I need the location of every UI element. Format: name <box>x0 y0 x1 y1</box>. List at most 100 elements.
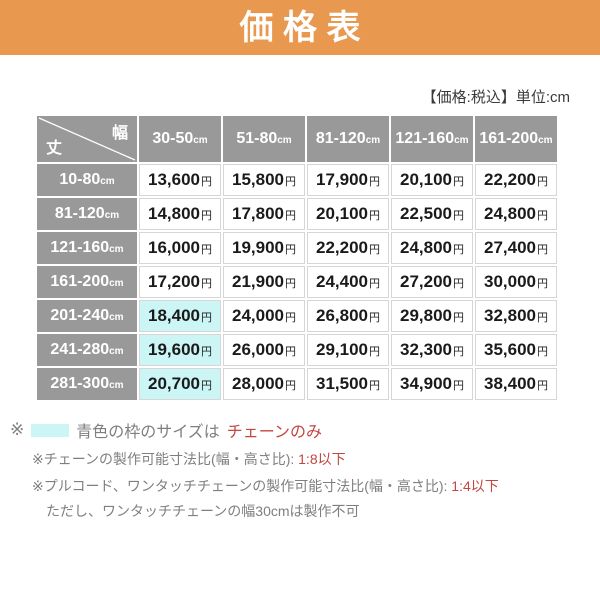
price-unit: 円 <box>285 346 296 358</box>
table-header-row: 幅丈 30-50cm 51-80cm 81-120cm 121-160cm 161-200… <box>37 116 557 162</box>
price-cell: 24,800円 <box>475 198 557 230</box>
price-value: 27,200 <box>400 272 452 291</box>
price-value: 13,600 <box>148 170 200 189</box>
price-cell: 17,200円 <box>139 266 221 298</box>
notes-section: ※ 青色の枠のサイズは チェーンのみ ※チェーンの製作可能寸法比(幅・高さ比):… <box>10 418 600 521</box>
table-row: 161-200cm 17,200円 21,900円 24,400円 27,200円 30,… <box>37 266 557 298</box>
price-value: 35,600 <box>484 340 536 359</box>
table-row: 281-300cm 20,700円 28,000円 31,500円 34,900円 38,… <box>37 368 557 400</box>
row-header-range: 241-280 <box>50 341 110 358</box>
price-value: 19,900 <box>232 238 284 257</box>
price-unit: 円 <box>369 278 380 290</box>
price-unit: 円 <box>285 244 296 256</box>
col-header-range: 161-200 <box>479 130 539 147</box>
price-unit: 円 <box>537 346 548 358</box>
row-header-cell: 201-240cm <box>37 300 137 332</box>
price-unit: 円 <box>369 346 380 358</box>
price-unit: 円 <box>453 278 464 290</box>
price-unit: 円 <box>537 312 548 324</box>
price-value: 24,800 <box>484 204 536 223</box>
price-cell: 35,600円 <box>475 334 557 366</box>
row-header-cell: 10-80cm <box>37 164 137 196</box>
price-cell: 26,000円 <box>223 334 305 366</box>
price-tax-note: 【価格:税込】単位:cm <box>421 89 570 106</box>
price-cell: 31,500円 <box>307 368 389 400</box>
diagonal-divider-line <box>37 116 137 162</box>
price-unit: 円 <box>537 278 548 290</box>
price-value: 20,700 <box>148 374 200 393</box>
price-cell: 29,100円 <box>307 334 389 366</box>
price-cell: 19,900円 <box>223 232 305 264</box>
price-cell: 22,200円 <box>475 164 557 196</box>
price-unit: 円 <box>369 176 380 188</box>
price-value: 16,000 <box>148 238 200 257</box>
price-table-body: 10-80cm 13,600円 15,800円 17,900円 20,100円 22,20… <box>37 164 557 400</box>
price-value: 18,400 <box>148 306 200 325</box>
price-cell: 27,200円 <box>391 266 473 298</box>
price-value: 22,200 <box>316 238 368 257</box>
note-highlight-text: 青色の枠のサイズは <box>76 424 220 441</box>
price-unit: 円 <box>201 380 212 392</box>
price-cell: 18,400円 <box>139 300 221 332</box>
price-unit: 円 <box>369 244 380 256</box>
price-unit: 円 <box>201 176 212 188</box>
price-cell: 17,800円 <box>223 198 305 230</box>
price-unit: 円 <box>537 244 548 256</box>
col-header-cell: 51-80cm <box>223 116 305 162</box>
col-header-cell: 161-200cm <box>475 116 557 162</box>
col-header-cell: 81-120cm <box>307 116 389 162</box>
price-unit: 円 <box>453 312 464 324</box>
row-header-cell: 281-300cm <box>37 368 137 400</box>
title-banner: 価 格 表 <box>0 0 600 55</box>
col-header-cell: 30-50cm <box>139 116 221 162</box>
page-title: 価 格 表 <box>239 8 361 47</box>
note-line-highlight: ※ 青色の枠のサイズは チェーンのみ <box>10 418 600 442</box>
price-table-header: 幅丈 30-50cm 51-80cm 81-120cm 121-160cm 161-200… <box>37 116 557 162</box>
price-unit: 円 <box>285 312 296 324</box>
table-row: 10-80cm 13,600円 15,800円 17,900円 20,100円 22,20… <box>37 164 557 196</box>
price-value: 24,800 <box>400 238 452 257</box>
note-chain-ratio-text: ※チェーンの製作可能寸法比(幅・高さ比): <box>32 451 299 467</box>
price-value: 32,300 <box>400 340 452 359</box>
price-unit: 円 <box>369 210 380 222</box>
row-header-unit: cm <box>109 380 124 391</box>
row-header-unit: cm <box>100 176 115 187</box>
table-row: 121-160cm 16,000円 19,900円 22,200円 24,800円 27,… <box>37 232 557 264</box>
corner-length-label: 丈 <box>46 140 63 157</box>
price-value: 20,100 <box>316 204 368 223</box>
price-unit: 円 <box>453 380 464 392</box>
price-value: 17,800 <box>232 204 284 223</box>
price-unit: 円 <box>285 278 296 290</box>
price-unit: 円 <box>285 210 296 222</box>
price-unit: 円 <box>453 346 464 358</box>
row-header-unit: cm <box>109 278 124 289</box>
price-value: 24,400 <box>316 272 368 291</box>
price-cell: 19,600円 <box>139 334 221 366</box>
price-unit: 円 <box>453 244 464 256</box>
price-unit: 円 <box>285 176 296 188</box>
price-value: 15,800 <box>232 170 284 189</box>
price-value: 30,000 <box>484 272 536 291</box>
price-value: 26,800 <box>316 306 368 325</box>
highlight-color-swatch <box>31 423 70 437</box>
price-cell: 16,000円 <box>139 232 221 264</box>
price-value: 17,200 <box>148 272 200 291</box>
price-unit: 円 <box>453 176 464 188</box>
price-cell: 24,800円 <box>391 232 473 264</box>
price-unit: 円 <box>369 312 380 324</box>
price-value: 28,000 <box>232 374 284 393</box>
table-row: 241-280cm 19,600円 26,000円 29,100円 32,300円 35,… <box>37 334 557 366</box>
price-cell: 22,500円 <box>391 198 473 230</box>
price-cell: 27,400円 <box>475 232 557 264</box>
col-header-unit: cm <box>454 135 469 146</box>
price-cell: 28,000円 <box>223 368 305 400</box>
corner-cell: 幅丈 <box>37 116 137 162</box>
col-header-range: 81-120 <box>315 130 366 147</box>
price-value: 14,800 <box>148 204 200 223</box>
price-cell: 24,400円 <box>307 266 389 298</box>
price-unit: 円 <box>201 210 212 222</box>
row-header-cell: 121-160cm <box>37 232 137 264</box>
price-value: 27,400 <box>484 238 536 257</box>
price-cell: 32,300円 <box>391 334 473 366</box>
price-unit: 円 <box>453 210 464 222</box>
